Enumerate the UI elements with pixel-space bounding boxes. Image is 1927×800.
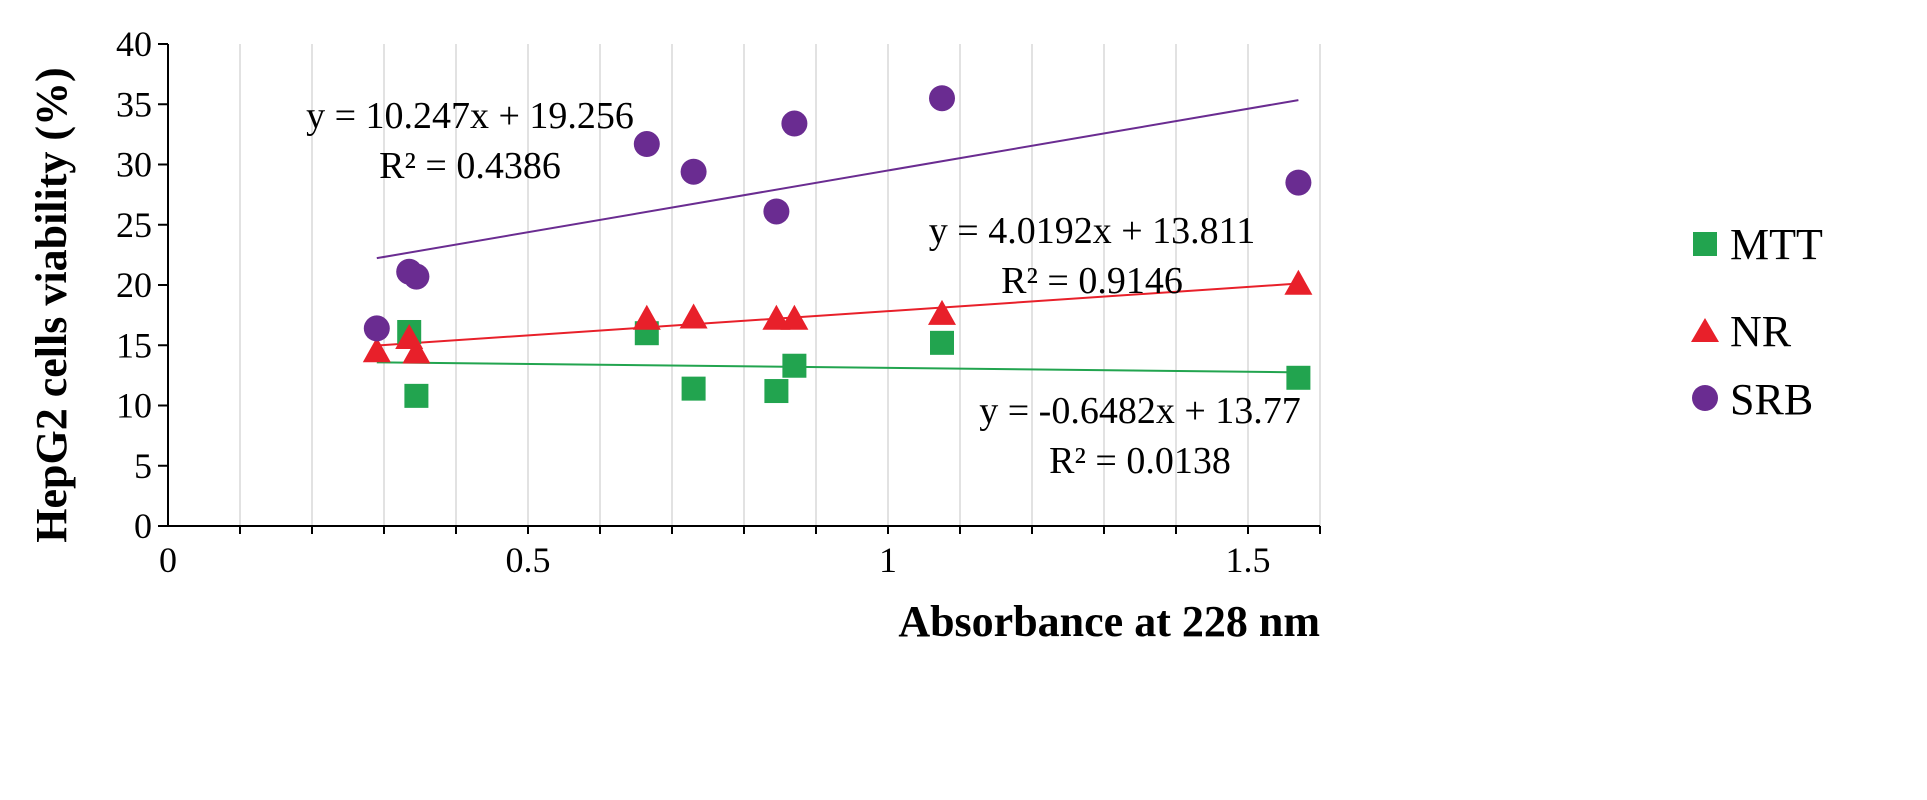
legend-marker-srb <box>1692 385 1718 411</box>
y-tick-label: 30 <box>116 145 152 185</box>
legend-label-mtt: MTT <box>1730 220 1823 269</box>
nr-point <box>632 304 661 330</box>
trendlines <box>376 99 1299 374</box>
x-tick-label: 1.5 <box>1226 540 1271 580</box>
x-tick-label: 0.5 <box>506 540 551 580</box>
nr-equation-label: y = 4.0192x + 13.811 <box>929 210 1255 252</box>
mtt-point <box>764 379 789 404</box>
srb-point <box>781 110 808 137</box>
srb-point <box>363 315 390 342</box>
srb-equation-label: y = 10.247x + 19.256 <box>306 95 634 137</box>
x-tick-label: 0 <box>159 540 177 580</box>
y-tick-label: 10 <box>116 386 152 426</box>
nr-trendline <box>376 282 1299 347</box>
axis-ticks: 0 0.5 1 1.5 0 5 10 15 20 25 30 35 40 <box>116 24 1321 580</box>
nr-point <box>679 303 708 329</box>
nr-point <box>762 304 791 330</box>
legend-marker-mtt <box>1693 232 1717 256</box>
nr-point <box>928 299 956 325</box>
srb-point <box>763 198 790 225</box>
nr-point <box>402 338 431 364</box>
srb-point <box>633 131 660 158</box>
y-tick-label: 35 <box>116 84 152 124</box>
srb-point <box>929 85 955 112</box>
y-tick-label: 40 <box>116 24 152 64</box>
y-axis-title: HepG2 cells viability (%) <box>27 67 76 542</box>
legend-label-srb: SRB <box>1730 375 1813 424</box>
srb-point <box>680 158 707 185</box>
legend-marker-nr <box>1691 318 1719 342</box>
nr-point <box>780 304 809 330</box>
mtt-point <box>681 376 706 401</box>
srb-point <box>1285 169 1312 196</box>
mtt-point <box>1286 365 1311 390</box>
mtt-point <box>404 383 429 408</box>
srb-r2-label: R² = 0.4386 <box>379 145 561 187</box>
y-tick-label: 15 <box>116 325 152 365</box>
mtt-point <box>782 353 807 378</box>
mtt-point <box>930 330 954 355</box>
grid-lines <box>239 44 1321 526</box>
mtt-trendline <box>376 361 1299 374</box>
nr-r2-label: R² = 0.9146 <box>1001 260 1183 302</box>
nr-point <box>1284 269 1313 295</box>
data-points <box>362 85 1313 408</box>
nr-point <box>362 337 391 363</box>
srb-trendline <box>376 99 1299 260</box>
mtt-equation-label: y = -0.6482x + 13.77 <box>979 390 1301 432</box>
y-tick-label: 20 <box>116 265 152 305</box>
x-tick-label: 1 <box>879 540 897 580</box>
x-axis-title: Absorbance at 228 nm <box>898 597 1320 646</box>
y-tick-label: 5 <box>134 446 152 486</box>
mtt-r2-label: R² = 0.0138 <box>1049 440 1231 482</box>
y-tick-label: 0 <box>134 506 152 546</box>
legend: MTT NR SRB <box>1691 220 1823 424</box>
legend-label-nr: NR <box>1730 307 1792 356</box>
srb-point <box>403 263 430 290</box>
y-tick-label: 25 <box>116 205 152 245</box>
